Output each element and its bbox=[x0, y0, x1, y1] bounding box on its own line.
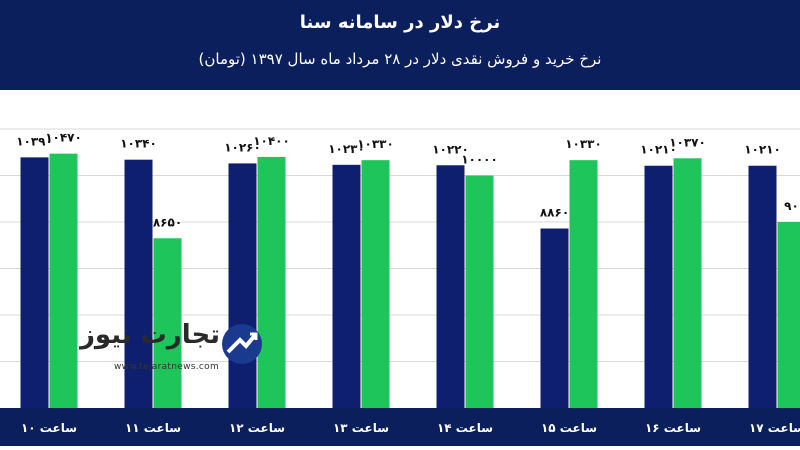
data-label: ۱۰۳۷۰ bbox=[669, 135, 706, 149]
chart-subtitle: نرخ خرید و فروش نقدی دلار در ۲۸ مرداد ما… bbox=[0, 50, 800, 68]
bar-series-1 bbox=[645, 166, 673, 408]
watermark-name: تجارت نیوز bbox=[80, 320, 220, 350]
bar-series-2 bbox=[466, 176, 494, 409]
bar-series-2 bbox=[570, 160, 598, 408]
data-label: ۱۰۳۳۰ bbox=[565, 137, 602, 151]
data-label: ۱۰۴۷۰ bbox=[45, 131, 82, 145]
watermark: تجارت نیوز www.tejaratnews.com bbox=[108, 318, 268, 380]
chart-header: نرخ دلار در سامانه سنا نرخ خرید و فروش ن… bbox=[0, 0, 800, 90]
bar-series-1 bbox=[437, 165, 465, 408]
x-tick-label: ساعت ۱۵ bbox=[541, 421, 597, 435]
x-tick-label: ساعت ۱۲ bbox=[229, 421, 285, 435]
data-label: ۱۰۳۳۰ bbox=[357, 137, 394, 151]
tejaratnews-logo-icon bbox=[220, 322, 264, 366]
x-tick-label: ساعت ۱۶ bbox=[645, 421, 701, 435]
data-label: ۸۶۵۰ bbox=[153, 215, 182, 229]
x-tick-label: ساعت ۱۷ bbox=[749, 421, 800, 435]
bar-series-1 bbox=[333, 165, 361, 408]
data-label: ۱۰۰۰۰ bbox=[461, 153, 498, 167]
data-label: ۹۰ bbox=[784, 199, 799, 213]
bar-series-1 bbox=[541, 229, 569, 408]
x-tick-label: ساعت ۱۰ bbox=[21, 421, 77, 435]
bar-series-1 bbox=[21, 157, 49, 408]
bar-series-2 bbox=[674, 158, 702, 408]
x-tick-label: ساعت ۱۴ bbox=[437, 421, 493, 435]
bar-series-2 bbox=[362, 160, 390, 408]
x-tick-label: ساعت ۱۳ bbox=[333, 421, 389, 435]
data-label: ۱۰۲۱۰ bbox=[744, 143, 781, 157]
watermark-url: www.tejaratnews.com bbox=[114, 362, 219, 372]
data-label: ۱۰۳۴۰ bbox=[120, 137, 157, 151]
bar-series-1 bbox=[749, 166, 777, 408]
bar-series-2 bbox=[50, 154, 78, 408]
category-axis: ساعت ۱۰ ساعت ۱۱ ساعت ۱۲ ساعت ۱۳ ساعت ۱۴ ساعت … bbox=[0, 408, 800, 446]
x-axis-labels: ساعت ۱۰ ساعت ۱۱ ساعت ۱۲ ساعت ۱۳ ساعت ۱۴ ساعت … bbox=[0, 408, 800, 446]
chart-title: نرخ دلار در سامانه سنا bbox=[0, 12, 800, 33]
bar-series-2 bbox=[778, 222, 800, 408]
data-label: ۱۰۴۰۰ bbox=[253, 134, 290, 148]
x-tick-label: ساعت ۱۱ bbox=[125, 421, 181, 435]
data-label: ۸۸۶۰ bbox=[540, 206, 569, 220]
